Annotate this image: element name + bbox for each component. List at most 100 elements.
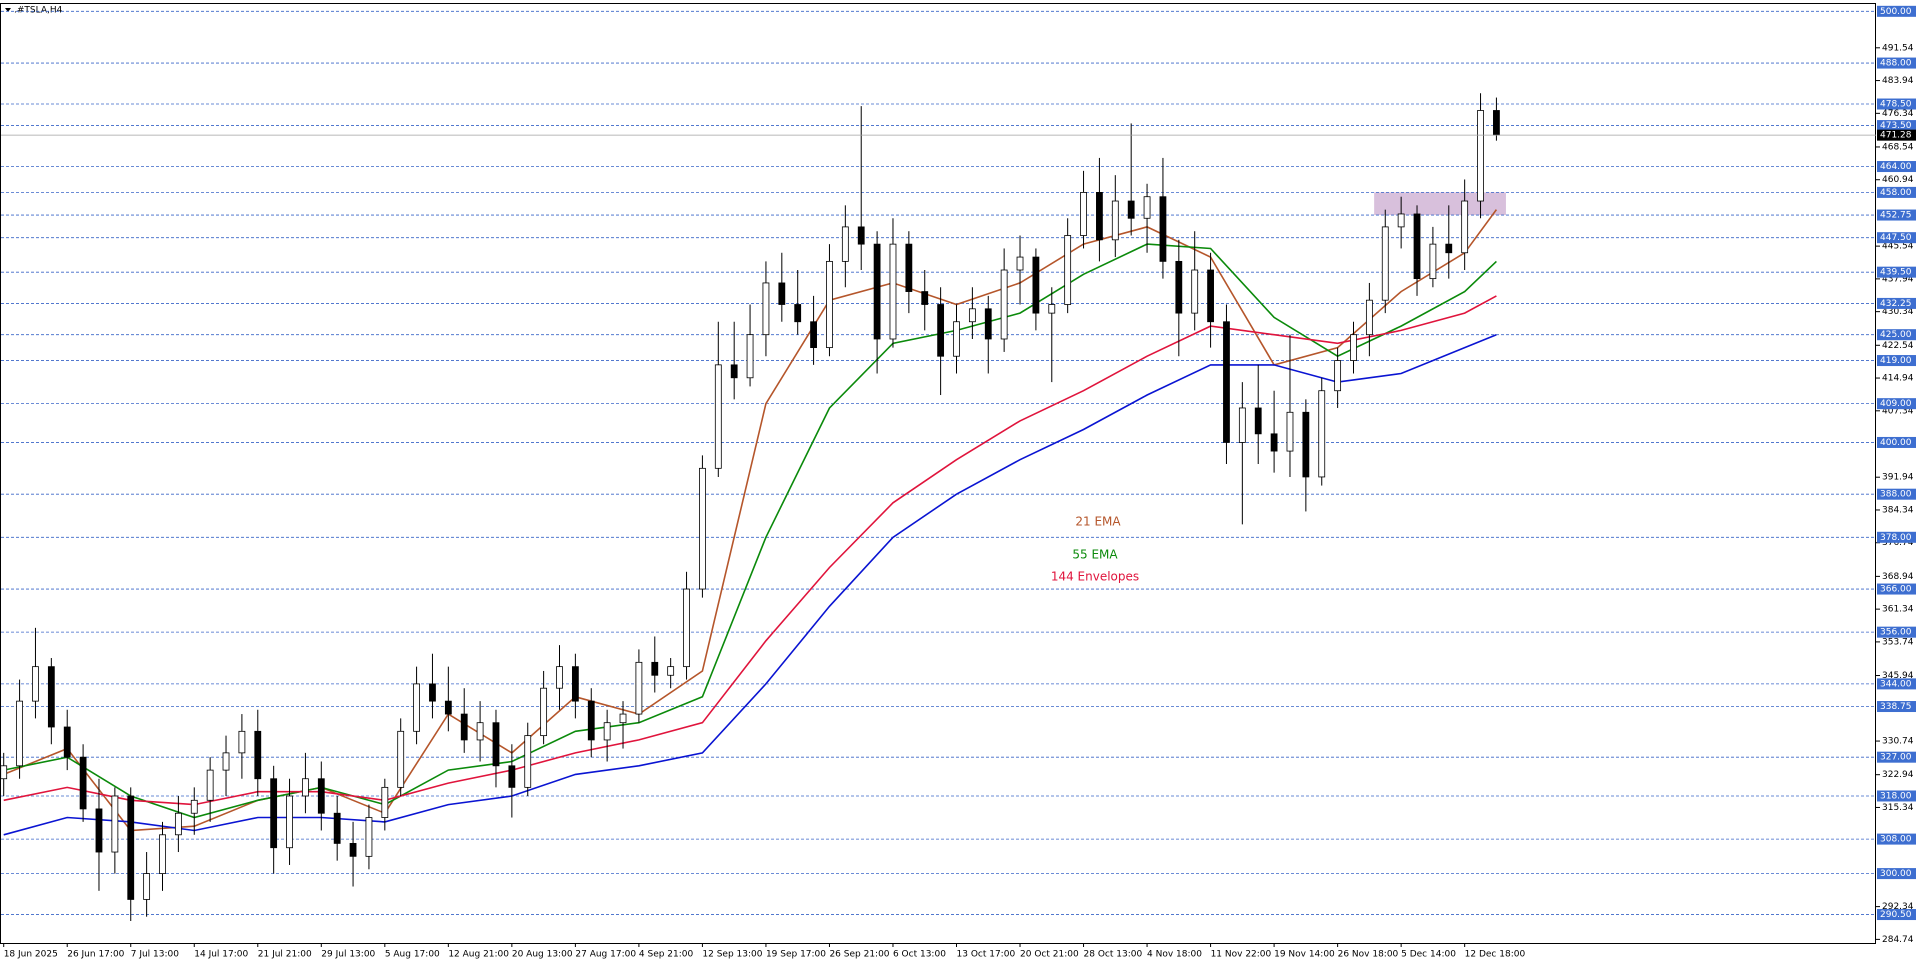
y-tick-label: 422.54	[1882, 341, 1914, 351]
y-tick-label: 407.34	[1882, 406, 1914, 416]
candle-body	[429, 683, 436, 702]
candle-body	[921, 291, 929, 305]
candle-body	[603, 722, 611, 741]
level-label: 409.00	[1880, 399, 1912, 409]
candle-body	[1064, 235, 1072, 305]
y-tick-label: 483.94	[1882, 76, 1914, 86]
candle-body	[317, 778, 325, 814]
candle-body	[873, 243, 881, 340]
candle-body	[953, 321, 960, 357]
x-tick-label: 12 Sep 13:00	[702, 950, 762, 960]
candle-body	[206, 769, 214, 801]
level-label-bg	[1877, 98, 1916, 110]
chart-title: .#TSLA,H4	[14, 6, 63, 16]
candle-body	[794, 304, 802, 323]
last-price-label: 471.28	[1880, 131, 1912, 141]
level-label-bg	[1877, 297, 1916, 309]
level-label: 388.00	[1880, 490, 1912, 500]
candle-body	[1238, 407, 1246, 443]
level-label: 452.75	[1880, 211, 1912, 221]
menu-icon[interactable]	[5, 8, 11, 12]
level-label-bg	[1877, 209, 1916, 221]
candle-body	[476, 722, 484, 741]
y-tick-label: 460.94	[1882, 175, 1914, 185]
x-tick-label: 19 Nov 14:00	[1274, 950, 1335, 960]
level-label-bg	[1877, 398, 1916, 410]
candle-body	[1000, 269, 1008, 340]
candle-body	[810, 321, 817, 349]
x-tick-label: 5 Aug 17:00	[385, 950, 440, 960]
candle-body	[746, 334, 754, 379]
candle-body	[683, 588, 690, 668]
last-price-bg	[1877, 129, 1916, 141]
y-tick-label: 368.94	[1882, 572, 1914, 582]
candle-body	[492, 722, 500, 767]
level-label: 338.75	[1880, 702, 1912, 712]
x-tick-label: 20 Oct 21:00	[1020, 950, 1079, 960]
x-tick-label: 27 Aug 17:00	[575, 950, 636, 960]
indicator-line	[3, 243, 1497, 819]
x-tick-label: 28 Oct 13:00	[1084, 950, 1143, 960]
level-label-bg	[1877, 329, 1916, 341]
candle-body	[1445, 243, 1453, 254]
level-label-bg	[1877, 232, 1916, 244]
x-tick-label: 4 Sep 21:00	[639, 950, 694, 960]
candle-body	[222, 752, 230, 771]
x-tick-label: 6 Oct 13:00	[893, 950, 946, 960]
candle-body	[1334, 360, 1342, 392]
level-label: 290.50	[1880, 910, 1912, 920]
level-label-bg	[1877, 751, 1916, 763]
candle-body	[349, 843, 357, 857]
level-label-bg	[1877, 790, 1916, 802]
candle-body	[1143, 196, 1151, 219]
x-tick-label: 14 Jul 17:00	[194, 950, 248, 960]
x-tick-label: 19 Sep 17:00	[766, 950, 826, 960]
level-label: 473.50	[1880, 121, 1912, 131]
candle-body	[127, 795, 135, 900]
candle-body	[1080, 192, 1087, 236]
level-label-bg	[1877, 833, 1916, 845]
level-label-bg	[1877, 583, 1916, 595]
candle-body	[159, 834, 166, 874]
candle-body	[333, 812, 341, 844]
candle-body	[699, 467, 706, 590]
level-label: 500.00	[1880, 7, 1912, 17]
candle-body	[1175, 260, 1183, 314]
level-label: 344.00	[1880, 679, 1912, 689]
y-tick-label: 315.34	[1882, 803, 1914, 813]
candle-body	[635, 661, 643, 715]
x-tick-label: 7 Jul 13:00	[131, 950, 180, 960]
level-label-bg	[1877, 531, 1916, 543]
candle-body	[556, 666, 563, 689]
level-label-bg	[1877, 678, 1916, 690]
level-label-bg	[1877, 436, 1916, 448]
zone	[1374, 192, 1506, 216]
candle-body	[619, 713, 627, 724]
y-tick-label: 330.74	[1882, 737, 1914, 747]
candle-body	[413, 683, 420, 732]
candle-body	[1254, 407, 1262, 435]
x-tick-label: 21 Jul 21:00	[258, 950, 312, 960]
level-label: 488.00	[1880, 59, 1912, 69]
candle-body	[95, 808, 103, 853]
y-tick-label: 322.94	[1882, 770, 1914, 780]
y-tick-label: 476.34	[1882, 109, 1914, 119]
candle-body	[32, 666, 39, 702]
x-tick-label: 29 Jul 13:00	[321, 950, 375, 960]
candle-body	[1016, 256, 1024, 271]
candle-body	[63, 726, 71, 758]
x-tick-label: 4 Nov 18:00	[1147, 950, 1202, 960]
y-tick-label: 430.34	[1882, 307, 1914, 317]
candle-body	[1096, 192, 1103, 241]
level-label: 300.00	[1880, 869, 1912, 879]
level-label: 366.00	[1880, 585, 1912, 595]
candle-body	[381, 786, 389, 818]
level-label: 419.00	[1880, 356, 1912, 366]
y-tick-label: 345.94	[1882, 671, 1914, 681]
level-label-bg	[1877, 626, 1916, 638]
candle-body	[889, 243, 897, 340]
indicator-line	[3, 333, 1497, 836]
x-tick-label: 12 Aug 21:00	[448, 950, 509, 960]
candle-body	[826, 260, 833, 349]
